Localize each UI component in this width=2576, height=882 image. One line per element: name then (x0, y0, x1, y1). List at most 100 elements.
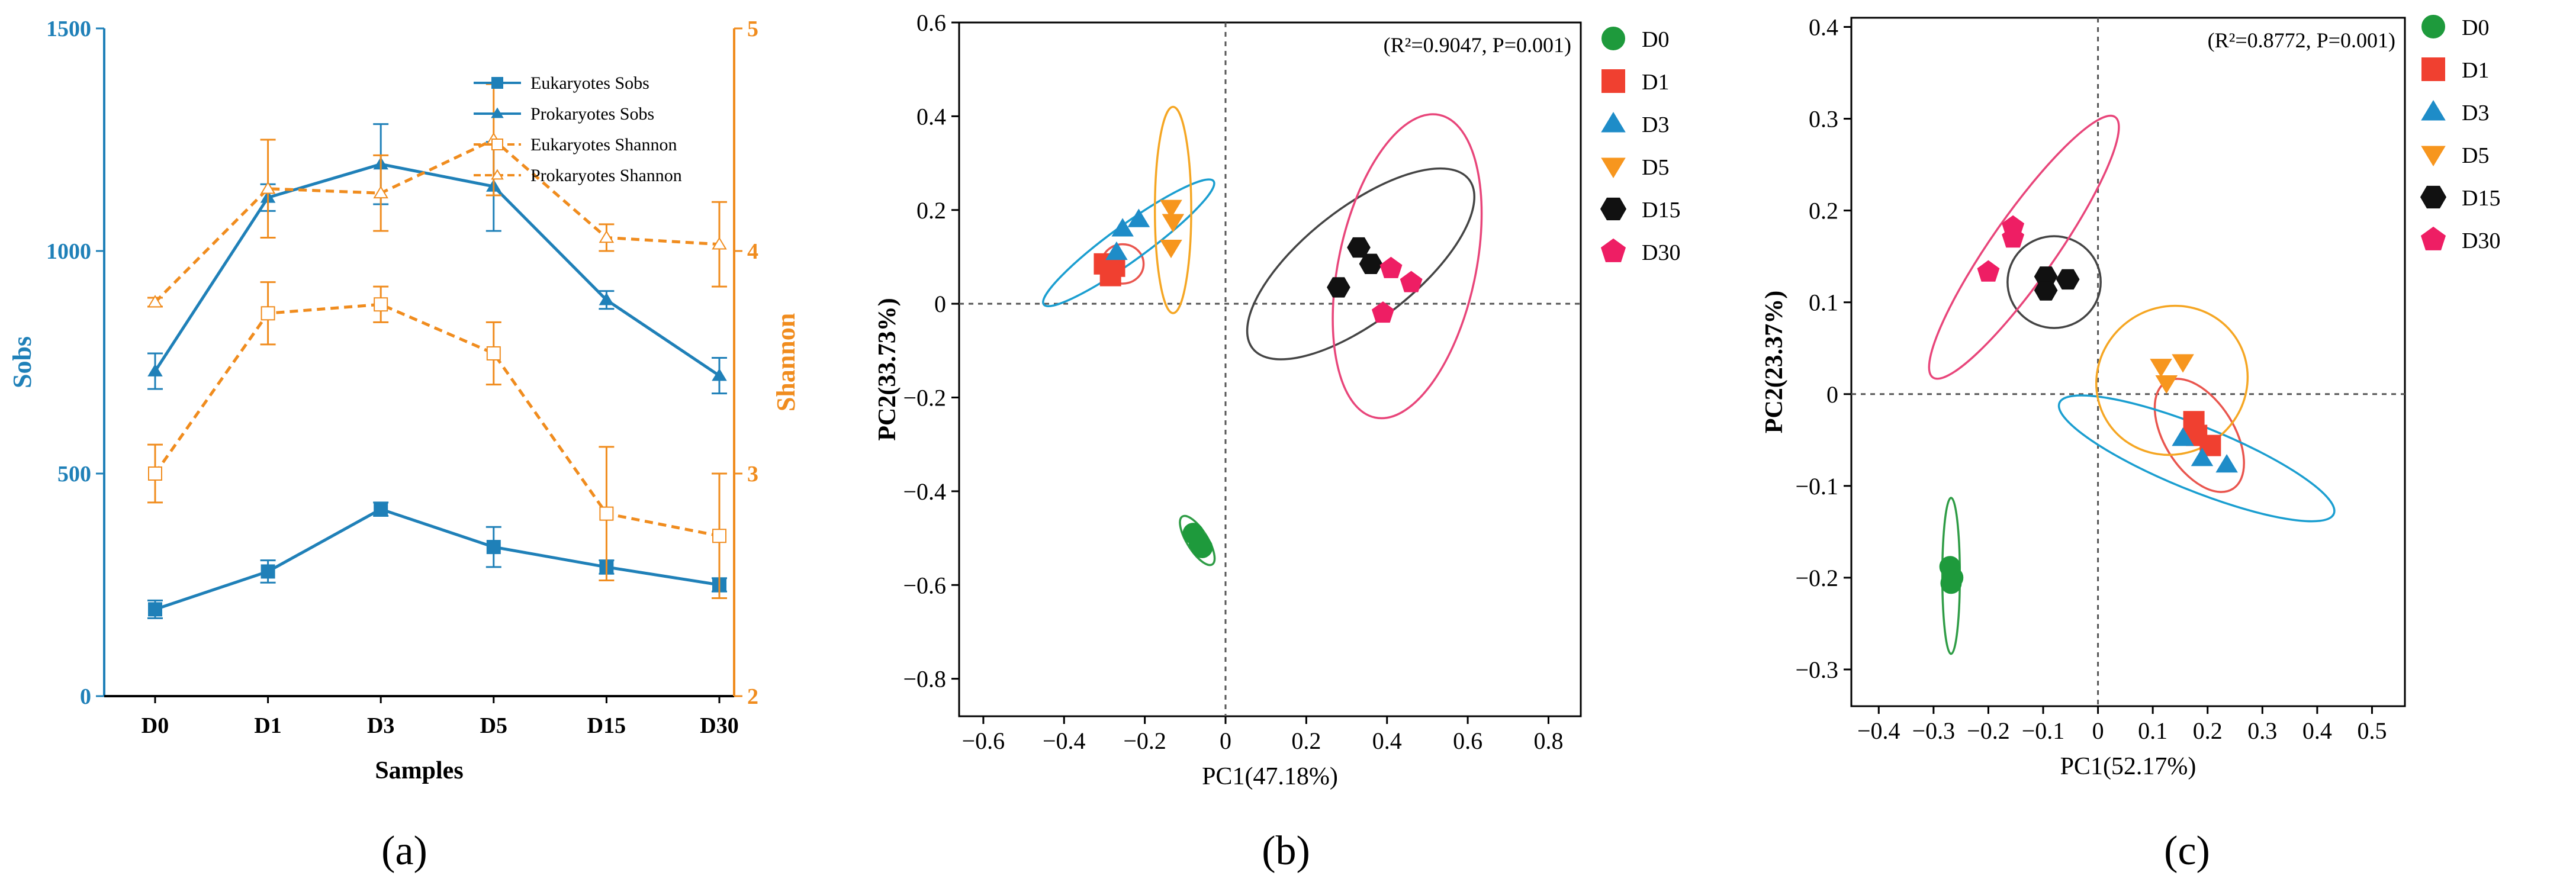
legend: Eukaryotes Sobs Prokaryotes Sobs Eukaryote… (474, 73, 682, 185)
legend-marker-d30 (2420, 226, 2446, 250)
x-axis-tick-label: D0 (141, 713, 169, 738)
y-axis-title: PC2(23.37%) (1761, 291, 1788, 433)
data-point-d3 (2191, 448, 2214, 466)
x-axis-tick-label: 0.4 (1372, 728, 1402, 754)
data-point (712, 237, 727, 250)
x-axis-title: Samples (375, 757, 463, 784)
legend-marker-d15 (1600, 197, 1627, 221)
group-d5 (2150, 354, 2194, 394)
legend-label: Prokaryotes Shannon (530, 166, 682, 185)
legend-label: Prokaryotes Sobs (530, 104, 654, 124)
legend-label: D0 (1642, 27, 1669, 52)
y-axis-tick-label: −0.6 (903, 572, 946, 598)
legend-label: D15 (2462, 186, 2500, 211)
y-axis-tick-label: −0.3 (1795, 656, 1838, 683)
left-axis-tick-label: 1500 (46, 17, 91, 41)
data-point-d15 (2056, 269, 2080, 290)
data-point (599, 506, 614, 521)
x-axis-tick-label: 0 (1220, 728, 1231, 754)
data-point (486, 540, 501, 555)
data-point (712, 529, 726, 543)
legend-marker (491, 169, 504, 180)
data-point-d15 (2034, 280, 2058, 301)
left-axis-title: Sobs (8, 336, 37, 388)
group-d1 (2183, 411, 2221, 456)
x-axis-title: PC1(47.18%) (1202, 763, 1338, 790)
x-axis-tick-label: −0.3 (1912, 717, 1956, 744)
data-point (374, 502, 388, 517)
x-axis-tick-label: D30 (700, 713, 738, 738)
group-d3 (1105, 208, 1150, 260)
left-axis-tick-label: 0 (80, 684, 91, 709)
confidence-ellipse-d30 (1332, 113, 1483, 420)
data-point-d15 (1359, 253, 1383, 274)
data-point-d5 (1160, 239, 1182, 259)
legend-label: D30 (1642, 240, 1680, 265)
confidence-ellipse-d3 (1042, 178, 1215, 307)
confidence-ellipse-d5 (1153, 105, 1192, 314)
legend-marker-d1 (2421, 57, 2445, 81)
data-point (261, 564, 275, 579)
legend: D0 D1 D3 D5 D15 D30 (2420, 15, 2500, 253)
legend-label: D1 (2462, 58, 2489, 83)
data-point-d0 (1191, 536, 1213, 558)
x-axis-tick-label: D15 (587, 713, 626, 738)
legend-marker-d0 (1601, 27, 1625, 50)
panel-label-a: (a) (381, 828, 427, 874)
series-line (155, 507, 720, 611)
legend: D0 D1 D3 D5 D15 D30 (1600, 27, 1680, 265)
data-point-d1 (2199, 434, 2221, 456)
data-point (148, 466, 162, 481)
y-axis-tick-label: −0.4 (903, 478, 946, 505)
left-axis-tick-label: 500 (57, 462, 91, 487)
group-d15 (1327, 237, 1383, 298)
data-point-d30 (1371, 301, 1394, 323)
group-d0 (1939, 556, 1964, 594)
data-point-d30 (2002, 215, 2025, 237)
group-d15 (2034, 266, 2080, 301)
data-point-d3 (1111, 218, 1134, 237)
y-axis-tick-label: 0.4 (1809, 14, 1838, 41)
legend-marker-d15 (2420, 185, 2447, 209)
legend-label: D15 (1642, 198, 1680, 223)
right-axis-tick-label: 5 (747, 17, 758, 41)
x-axis-tick-label: 0.3 (2247, 717, 2277, 744)
group-d0 (1182, 523, 1213, 558)
y-axis-tick-label: 0.3 (1809, 106, 1838, 133)
data-point (599, 292, 615, 305)
x-axis-tick-label: −0.2 (1123, 728, 1166, 754)
legend-marker (491, 77, 503, 89)
x-axis-tick-label: 0.6 (1453, 728, 1482, 754)
confidence-ellipse-d3 (2057, 394, 2336, 523)
data-point (599, 230, 615, 243)
right-axis-tick-label: 4 (747, 239, 758, 264)
y-axis-tick-label: 0.2 (1809, 198, 1838, 224)
group-d3 (2172, 427, 2238, 473)
confidence-ellipse-d30 (1928, 114, 2120, 380)
y-axis-tick-label: −0.2 (1795, 565, 1838, 591)
data-point-d5 (2155, 375, 2178, 394)
series-line (153, 162, 721, 377)
data-point-d5 (1160, 199, 1182, 218)
data-point-d5 (1162, 214, 1185, 233)
data-point (486, 346, 501, 360)
x-axis-tick-label: −0.6 (962, 728, 1005, 754)
series-line (154, 138, 720, 304)
y-axis-tick-label: 0.1 (1809, 289, 1838, 316)
legend-label: D30 (2462, 228, 2500, 253)
x-axis-tick-label: 0.1 (2138, 717, 2167, 744)
legend-marker-d5 (2421, 146, 2446, 166)
series-prokaryotes-sobs (147, 123, 727, 395)
stat-annotation: (R²=0.8772, P=0.001) (2208, 28, 2395, 52)
data-point-d30 (1977, 260, 2000, 282)
data-point (261, 306, 275, 321)
panel-b-pca-chart: −0.6 −0.4 −0.2 0 0.2 0.4 0.6 0.8 −0.8 −0.6 −0.4 −0.… (874, 9, 1680, 790)
legend-label: D5 (1642, 155, 1669, 180)
legend-label: D1 (1642, 70, 1669, 95)
x-axis-tick-label: 0 (2092, 717, 2104, 744)
right-axis-tick-label: 2 (747, 684, 758, 709)
x-axis-tick-label: 0.5 (2357, 717, 2387, 744)
data-point (712, 368, 727, 381)
x-axis-tick-label: −0.4 (1857, 717, 1900, 744)
y-axis-tick-label: 0.6 (916, 9, 946, 36)
